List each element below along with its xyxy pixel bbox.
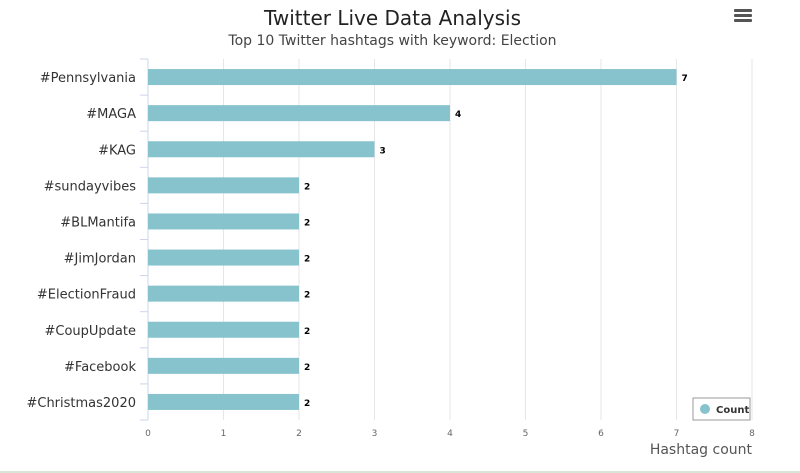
bar [148,285,299,302]
x-tick-label: 6 [598,429,604,439]
x-tick-label: 7 [674,429,680,439]
x-tick-label: 0 [145,429,151,439]
chart-subtitle: Top 10 Twitter hashtags with keyword: El… [228,33,557,49]
chart-title: Twitter Live Data Analysis [263,6,522,30]
category-label: #ElectionFraud [37,288,136,303]
legend[interactable]: Count [692,397,751,421]
data-label: 2 [304,399,310,409]
data-label: 2 [304,255,310,265]
category-label: #Facebook [64,360,136,375]
data-label: 2 [304,218,310,228]
bar [148,249,299,266]
bar [148,321,299,338]
category-label: #BLMantifa [60,215,136,230]
category-label: #Pennsylvania [40,71,136,86]
bar [148,357,299,374]
bottom-divider [0,471,800,473]
x-tick-label: 4 [447,429,453,439]
legend-box[interactable] [692,397,751,421]
bar [148,141,375,158]
category-label: #MAGA [86,107,136,122]
data-label: 2 [304,291,310,301]
category-label: #Christmas2020 [26,396,136,411]
hamburger-menu-icon[interactable] [734,9,752,25]
data-label: 2 [304,182,310,192]
x-tick-label: 2 [296,429,302,439]
bar [148,105,450,122]
category-label: #JimJordan [64,252,136,267]
data-label: 2 [304,363,310,373]
x-tick-label: 3 [372,429,378,439]
data-label: 2 [304,327,310,337]
x-tick-label: 5 [523,429,529,439]
x-tick-label: 8 [749,429,755,439]
legend-marker [700,404,710,414]
bar [148,393,299,410]
legend-label: Count [716,405,749,416]
x-axis-title: Hashtag count [650,442,753,458]
data-label: 4 [455,110,461,120]
x-tick-label: 1 [221,429,227,439]
bar [148,69,677,86]
bar [148,177,299,194]
bar [148,213,299,230]
category-label: #CoupUpdate [45,324,137,339]
category-label: #sundayvibes [44,179,137,194]
data-label: 7 [682,74,688,84]
category-label: #KAG [98,143,136,158]
data-label: 3 [380,146,386,156]
